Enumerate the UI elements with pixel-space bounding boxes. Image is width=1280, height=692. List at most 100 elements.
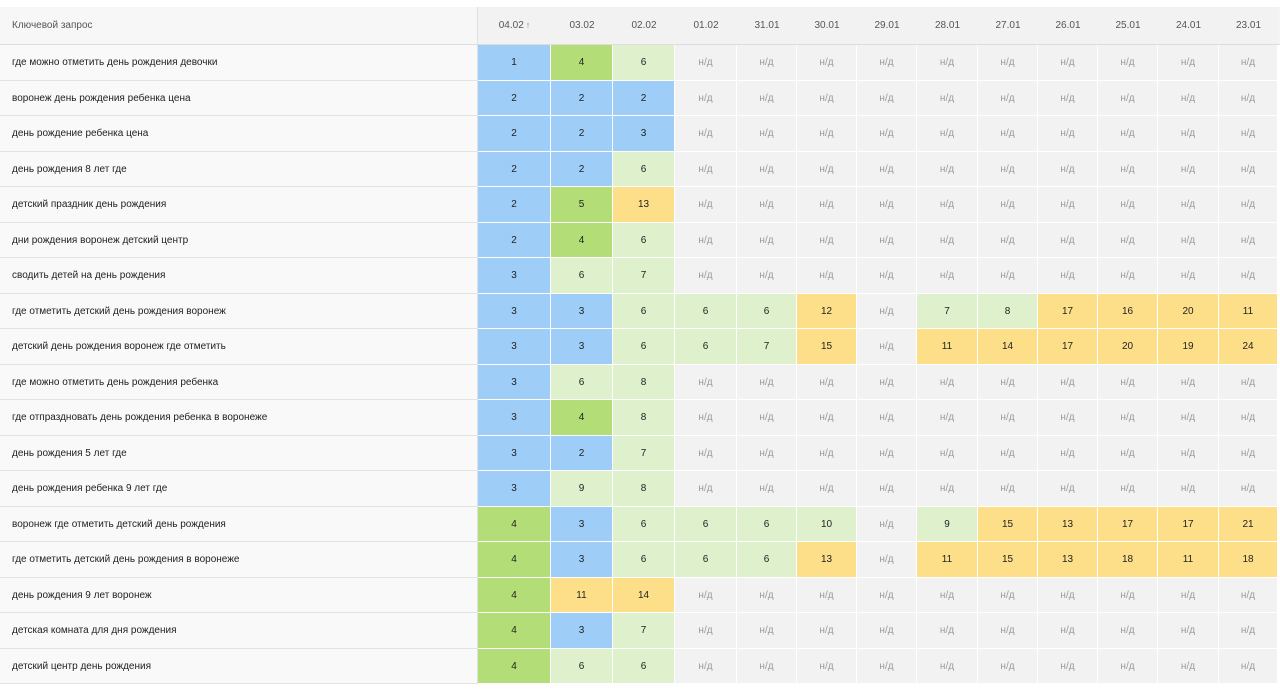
keyword-cell[interactable]: воронеж день рождения ребенка цена [0, 80, 478, 116]
position-cell: 7 [613, 613, 675, 649]
position-cell: н/д [1219, 187, 1278, 223]
position-cell: н/д [857, 613, 917, 649]
position-cell: 21 [1219, 506, 1278, 542]
position-cell: н/д [737, 45, 797, 81]
position-cell: 6 [737, 542, 797, 578]
position-cell: н/д [737, 577, 797, 613]
date-label: 30.01 [814, 20, 840, 31]
date-column-header[interactable]: 04.02 ↑ [478, 7, 551, 44]
keyword-cell[interactable]: день рождения ребенка 9 лет где [0, 471, 478, 507]
position-cell: н/д [1158, 116, 1219, 152]
position-cell: н/д [1219, 577, 1278, 613]
position-cell: 9 [551, 471, 613, 507]
position-cell: н/д [1219, 258, 1278, 294]
position-cell: 6 [613, 151, 675, 187]
date-column-header[interactable]: 27.01 [978, 7, 1038, 44]
position-cell: н/д [1219, 613, 1278, 649]
date-label: 04.02 [498, 20, 524, 31]
date-label: 01.02 [693, 20, 719, 31]
keyword-cell[interactable]: день рождение ребенка цена [0, 116, 478, 152]
table-row: воронеж день рождения ребенка цена 2 2 2 н/д… [0, 80, 1280, 116]
position-cell: н/д [675, 648, 737, 684]
position-cell: 11 [551, 577, 613, 613]
position-cell: 6 [675, 506, 737, 542]
date-column-header[interactable]: 29.01 [857, 7, 917, 44]
date-column-header[interactable]: 03.02 [551, 7, 613, 44]
position-cell: 3 [551, 542, 613, 578]
position-cell: 18 [1219, 542, 1278, 578]
position-cell: н/д [917, 151, 978, 187]
position-cell: н/д [857, 364, 917, 400]
position-cell: 7 [917, 293, 978, 329]
position-cell: н/д [1158, 187, 1219, 223]
date-column-header[interactable]: 25.01 [1098, 7, 1158, 44]
keyword-column-header[interactable]: Ключевой запрос [0, 7, 478, 44]
position-cell: н/д [857, 471, 917, 507]
position-cell: н/д [675, 400, 737, 436]
position-cell: н/д [1219, 648, 1278, 684]
keyword-cell[interactable]: где отметить детский день рождения ворон… [0, 293, 478, 329]
position-cell: н/д [1219, 400, 1278, 436]
date-column-header[interactable]: 30.01 [797, 7, 857, 44]
position-cell: 11 [1219, 293, 1278, 329]
date-label: 31.01 [754, 20, 780, 31]
position-cell: 4 [551, 222, 613, 258]
keyword-cell[interactable]: где отметить детский день рождения в вор… [0, 542, 478, 578]
position-cell: н/д [1219, 222, 1278, 258]
keyword-cell[interactable]: дни рождения воронеж детский центр [0, 222, 478, 258]
date-column-header[interactable]: 31.01 [737, 7, 797, 44]
position-cell: 2 [478, 222, 551, 258]
keyword-cell[interactable]: день рождения 5 лет где [0, 435, 478, 471]
position-cell: н/д [797, 364, 857, 400]
position-cell: н/д [737, 400, 797, 436]
position-cell: 11 [917, 329, 978, 365]
position-cell: 15 [797, 329, 857, 365]
table-row: где отпраздновать день рождения ребенка … [0, 400, 1280, 436]
date-label: 26.01 [1055, 20, 1081, 31]
position-cell: н/д [978, 471, 1038, 507]
position-cell: н/д [1098, 648, 1158, 684]
keyword-cell[interactable]: где отпраздновать день рождения ребенка … [0, 400, 478, 436]
position-cell: 19 [1158, 329, 1219, 365]
position-cell: н/д [978, 151, 1038, 187]
keyword-cell[interactable]: где можно отметить день рождения ребенка [0, 364, 478, 400]
position-cell: н/д [797, 613, 857, 649]
position-cell: н/д [797, 577, 857, 613]
position-cell: 7 [613, 435, 675, 471]
position-cell: 6 [551, 648, 613, 684]
date-column-header[interactable]: 23.01 [1219, 7, 1278, 44]
position-cell: н/д [1098, 116, 1158, 152]
position-cell: н/д [1158, 577, 1219, 613]
position-cell: н/д [737, 116, 797, 152]
position-cell: н/д [675, 364, 737, 400]
date-column-header[interactable]: 28.01 [917, 7, 978, 44]
position-cell: н/д [857, 45, 917, 81]
keyword-cell[interactable]: день рождения 8 лет где [0, 151, 478, 187]
keyword-cell[interactable]: детский праздник день рождения [0, 187, 478, 223]
keyword-cell[interactable]: день рождения 9 лет воронеж [0, 577, 478, 613]
position-cell: 8 [613, 400, 675, 436]
keyword-cell[interactable]: детская комната для дня рождения [0, 613, 478, 649]
position-cell: н/д [675, 258, 737, 294]
position-cell: н/д [917, 577, 978, 613]
position-cell: н/д [797, 80, 857, 116]
date-column-header[interactable]: 24.01 [1158, 7, 1219, 44]
position-cell: 4 [478, 542, 551, 578]
keyword-cell[interactable]: воронеж где отметить детский день рожден… [0, 506, 478, 542]
keyword-cell[interactable]: где можно отметить день рождения девочки [0, 45, 478, 81]
keyword-cell[interactable]: детский центр день рождения [0, 648, 478, 684]
position-cell: 2 [551, 435, 613, 471]
position-cell: 3 [551, 613, 613, 649]
position-cell: н/д [1098, 400, 1158, 436]
position-cell: н/д [1038, 258, 1098, 294]
table-row: день рождения 9 лет воронеж 4 11 14 н/д н/д н/… [0, 577, 1280, 613]
position-cell: н/д [978, 577, 1038, 613]
date-column-header[interactable]: 01.02 [675, 7, 737, 44]
position-cell: 7 [613, 258, 675, 294]
keyword-cell[interactable]: сводить детей на день рождения [0, 258, 478, 294]
position-cell: н/д [675, 471, 737, 507]
date-column-header[interactable]: 26.01 [1038, 7, 1098, 44]
position-cell: 17 [1158, 506, 1219, 542]
keyword-cell[interactable]: детский день рождения воронеж где отмети… [0, 329, 478, 365]
date-column-header[interactable]: 02.02 [613, 7, 675, 44]
